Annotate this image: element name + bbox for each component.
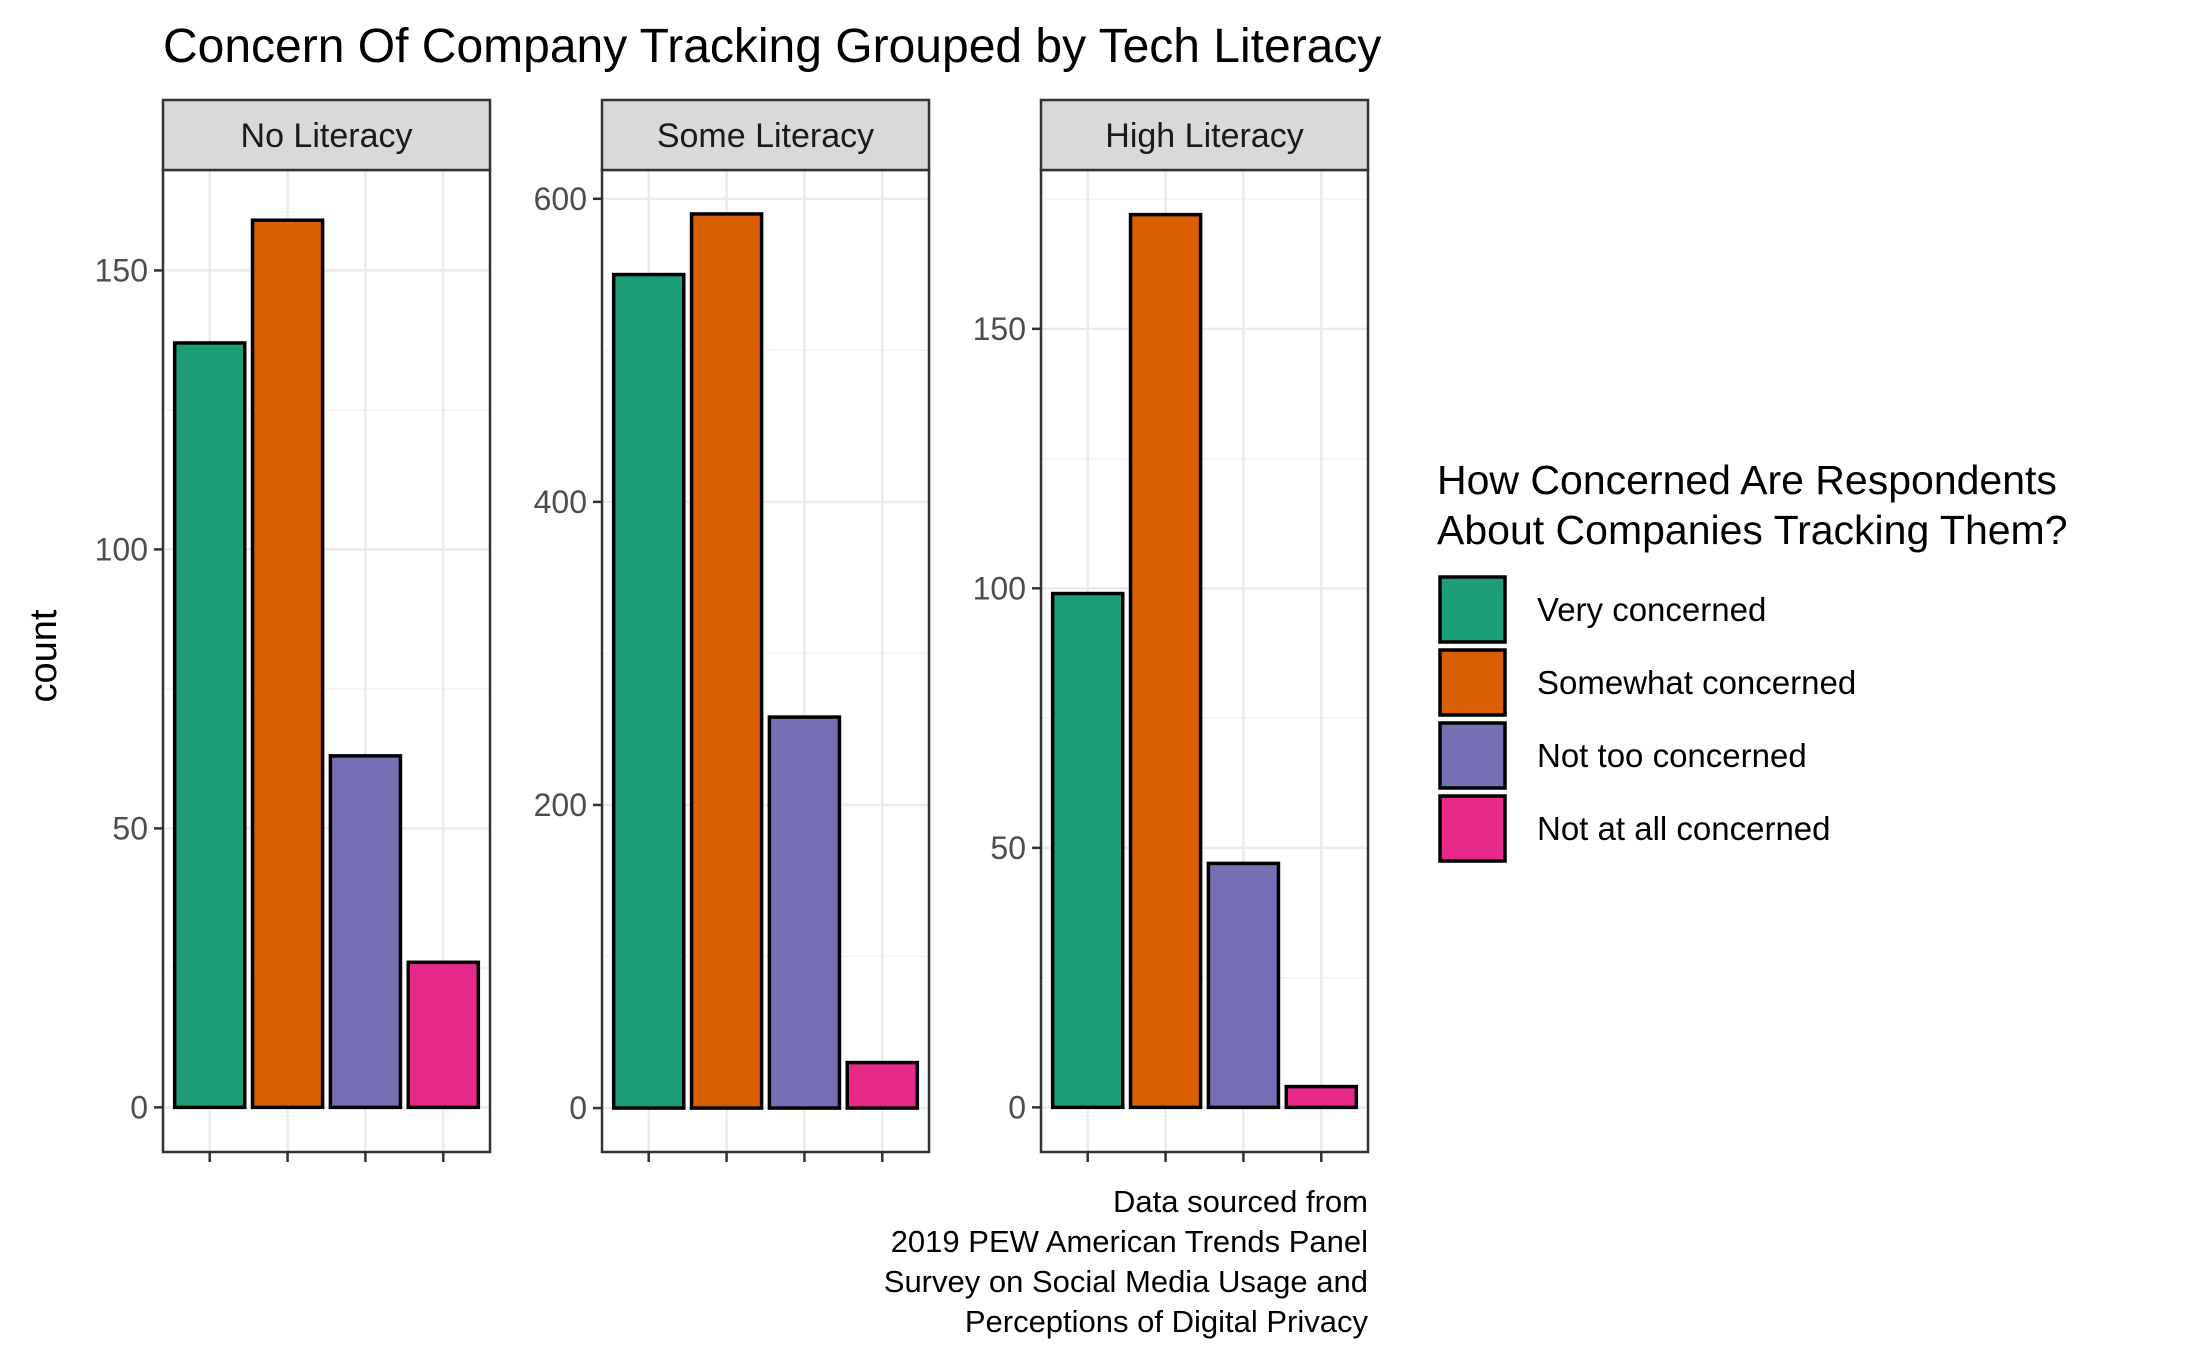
facet-panel-some-literacy: Some Literacy 0 200 400 600 — [534, 98, 931, 1162]
facet-panel-no-literacy: No Literacy 0 50 100 150 — [95, 98, 492, 1162]
caption-line: Data sourced from — [1113, 1184, 1368, 1219]
bar-very-concerned — [1050, 591, 1125, 1110]
caption-line: Perceptions of Digital Privacy — [965, 1304, 1369, 1339]
caption-line: 2019 PEW American Trends Panel — [891, 1224, 1368, 1259]
legend-title: About Companies Tracking Them? — [1437, 507, 2068, 553]
bar-somewhat-concerned — [250, 218, 325, 1110]
caption-line: Survey on Social Media Usage and — [884, 1264, 1368, 1299]
legend-label: Not at all concerned — [1537, 810, 1831, 847]
facet-strip — [600, 98, 931, 172]
legend-key-swatch — [1438, 648, 1507, 717]
y-tick-label: 200 — [534, 787, 587, 823]
y-tick-label: 0 — [569, 1090, 587, 1126]
legend-label: Somewhat concerned — [1537, 664, 1856, 701]
facet-panel-high-literacy: High Literacy 0 50 100 150 — [973, 98, 1370, 1162]
legend-label: Very concerned — [1537, 591, 1766, 628]
y-tick-label: 150 — [973, 311, 1026, 347]
legend-key-swatch — [1438, 575, 1507, 644]
facet-strip — [161, 98, 492, 172]
y-tick-label: 100 — [973, 570, 1026, 606]
bar-somewhat-concerned — [1128, 212, 1203, 1110]
bar-not-at-all-concerned — [1284, 1084, 1359, 1110]
facet-strip-label: High Literacy — [1105, 117, 1303, 155]
legend-title: How Concerned Are Respondents — [1437, 457, 2057, 503]
bar-not-at-all-concerned — [845, 1060, 920, 1110]
facet-strip-label: No Literacy — [241, 117, 413, 155]
chart-title: Concern Of Company Tracking Grouped by T… — [163, 20, 1381, 73]
y-tick-label: 50 — [112, 810, 148, 846]
bar-not-too-concerned — [328, 754, 403, 1110]
bar-not-too-concerned — [1206, 861, 1281, 1110]
y-tick-label: 50 — [990, 830, 1026, 866]
facet-panels: No Literacy 0 50 100 150 Some Literacy 0 200 400… — [95, 98, 1370, 1162]
y-tick-label: 100 — [95, 531, 148, 567]
y-tick-label: 600 — [534, 181, 587, 217]
y-tick-label: 0 — [130, 1089, 148, 1125]
bar-very-concerned — [611, 272, 686, 1110]
y-axis-title: count — [23, 609, 65, 702]
facet-strip-label: Some Literacy — [657, 117, 874, 155]
bar-very-concerned — [172, 341, 247, 1110]
caption: Data sourced from 2019 PEW American Trend… — [884, 1184, 1369, 1339]
bar-not-too-concerned — [767, 715, 842, 1110]
y-tick-label: 0 — [1008, 1089, 1026, 1125]
y-tick-label: 400 — [534, 484, 587, 520]
legend-label: Not too concerned — [1537, 737, 1807, 774]
bar-somewhat-concerned — [689, 212, 764, 1110]
legend-key-swatch — [1438, 794, 1507, 863]
y-tick-label: 150 — [95, 252, 148, 288]
legend-key-swatch — [1438, 721, 1507, 790]
facet-strip — [1039, 98, 1370, 172]
bar-not-at-all-concerned — [406, 960, 481, 1110]
